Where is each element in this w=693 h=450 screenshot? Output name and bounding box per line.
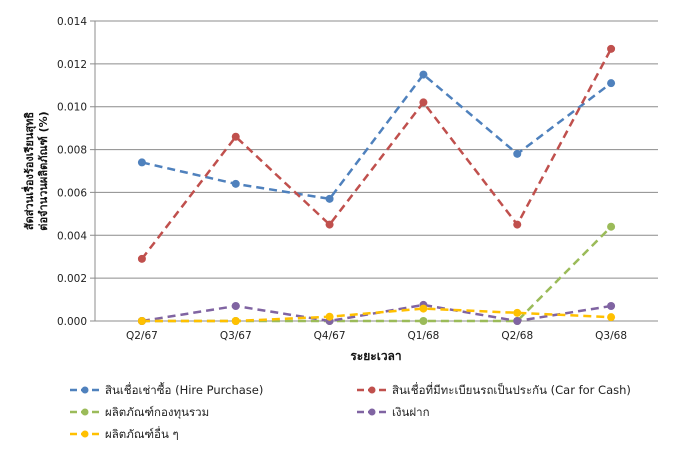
series-line bbox=[141, 72, 612, 201]
data-point bbox=[607, 79, 616, 88]
legend-marker bbox=[81, 430, 89, 438]
series-line bbox=[141, 307, 612, 323]
x-tick-label: Q3/67 bbox=[220, 330, 252, 342]
y-tick-label: 0.010 bbox=[57, 102, 87, 114]
data-point bbox=[231, 132, 240, 141]
legend-label: สินเชื่อที่มีทะเบียนรถเป็นประกัน (Car fo… bbox=[392, 382, 631, 397]
legend: สินเชื่อเช่าซื้อ (Hire Purchase) สินเชื่อ… bbox=[70, 382, 631, 441]
legend-label: ผลิตภัณฑ์อื่น ๆ bbox=[105, 426, 179, 441]
y-tick-label: 0.008 bbox=[57, 145, 87, 157]
y-axis-label-line2: ต่อจำนวนผลิตภัณฑ์ (%) bbox=[37, 111, 50, 230]
data-point bbox=[137, 317, 146, 325]
data-point bbox=[325, 194, 334, 203]
legend-marker bbox=[368, 408, 376, 416]
legend-marker bbox=[81, 408, 89, 416]
data-point bbox=[325, 312, 334, 321]
x-tick-label: Q1/68 bbox=[407, 330, 439, 342]
x-tick-label: Q4/67 bbox=[314, 330, 346, 342]
data-point bbox=[607, 313, 616, 322]
legend-label: เงินฝาก bbox=[392, 405, 430, 419]
y-tick-label: 0.004 bbox=[57, 230, 87, 242]
y-tick-label: 0.000 bbox=[57, 316, 87, 328]
data-point bbox=[607, 222, 616, 231]
data-point bbox=[137, 254, 146, 263]
y-tick-label: 0.012 bbox=[57, 59, 87, 71]
x-tick-label: Q2/67 bbox=[126, 330, 158, 342]
legend-label: สินเชื่อเช่าซื้อ (Hire Purchase) bbox=[105, 382, 263, 397]
data-point bbox=[325, 220, 334, 229]
legend-marker bbox=[368, 386, 376, 394]
x-tick-label: Q3/68 bbox=[595, 330, 627, 342]
data-point bbox=[419, 304, 428, 313]
data-point bbox=[231, 302, 240, 310]
data-point bbox=[513, 149, 522, 158]
data-point bbox=[231, 179, 240, 188]
data-point bbox=[513, 317, 522, 325]
y-tick-label: 0.002 bbox=[57, 273, 87, 285]
series-line bbox=[140, 48, 613, 260]
y-axis-label-line1: สัดส่วนเรื่องร้องเรียนสุทธิ bbox=[21, 112, 37, 230]
y-tick-label: 0.014 bbox=[57, 16, 87, 28]
data-point bbox=[137, 158, 146, 167]
data-point bbox=[513, 308, 522, 317]
y-tick-label: 0.006 bbox=[57, 187, 87, 199]
legend-marker bbox=[81, 386, 89, 394]
data-point bbox=[513, 220, 522, 229]
data-point bbox=[231, 317, 240, 325]
data-point bbox=[419, 317, 428, 325]
data-point bbox=[419, 98, 428, 107]
data-point bbox=[419, 70, 428, 79]
x-axis-label: ระยะเวลา bbox=[350, 349, 401, 363]
x-tick-label: Q2/68 bbox=[501, 330, 533, 342]
series-line bbox=[141, 225, 612, 323]
data-point bbox=[607, 44, 616, 53]
data-point bbox=[607, 302, 616, 310]
legend-label: ผลิตภัณฑ์กองทุนรวม bbox=[105, 405, 209, 419]
